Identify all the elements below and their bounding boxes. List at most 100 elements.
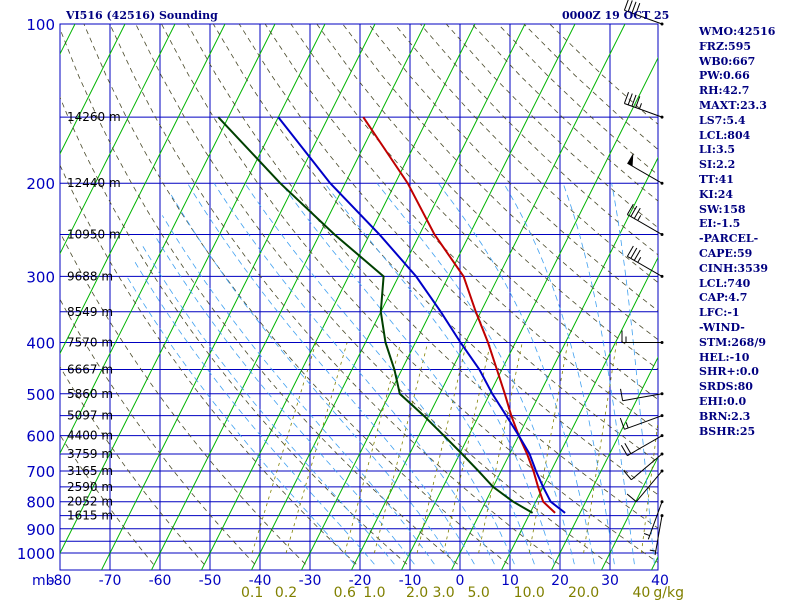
mixing-ratio-line — [528, 342, 569, 554]
index-item: -PARCEL- — [699, 232, 759, 246]
index-item: EI:-1.5 — [699, 217, 741, 231]
wind-barb-station — [660, 514, 664, 518]
mixing-ratio-line — [478, 342, 523, 554]
mixing-ratio-tick-label: 20.0 — [568, 585, 599, 600]
wind-barb — [620, 388, 664, 402]
height-label: 5860 m — [67, 387, 113, 401]
wind-barb-station — [660, 500, 664, 504]
height-labels: 14260 m 12440 m 10950 m 9688 m 8549 m 7570 m 6… — [67, 110, 121, 523]
dry-adiabat-line — [60, 365, 205, 565]
index-item: LCL:740 — [699, 276, 751, 290]
wind-barb-staff — [624, 415, 663, 430]
isotherm-line — [60, 24, 176, 255]
wind-barb-full — [635, 2, 641, 15]
wind-barb-staff — [635, 470, 663, 503]
wind-barb-full — [631, 94, 637, 107]
wind-barb-full — [627, 93, 633, 106]
pressure-tick-label: 300 — [26, 268, 55, 286]
index-item: HEL:-10 — [699, 350, 750, 364]
index-item: CAP:4.7 — [699, 291, 748, 305]
height-label: 7570 m — [67, 335, 113, 349]
pressure-tick-label: 700 — [26, 463, 55, 481]
wind-barb-half — [649, 549, 656, 552]
wind-barb-station — [660, 115, 664, 119]
height-label: 12440 m — [67, 176, 121, 190]
pressure-tick-label: 500 — [26, 386, 55, 404]
index-item: MAXT:23.3 — [699, 98, 767, 112]
mixing-ratio-line — [344, 342, 402, 554]
temperature-tick-label: -20 — [349, 573, 372, 589]
height-label: 1615 m — [67, 509, 113, 523]
mixing-ratio-lines — [251, 342, 658, 554]
wind-barb — [627, 152, 664, 185]
dry-adiabat-line — [238, 24, 658, 463]
height-label: 5097 m — [67, 409, 113, 423]
mixing-ratio-tick-label: 40 — [632, 585, 650, 600]
wind-barb-full — [630, 205, 638, 217]
mixing-ratio-axis-labels: 0.1 0.2 0.6 1.0 2.0 3.0 5.0 10.0 20.0 40 g/kg — [241, 585, 684, 600]
wind-barb-full — [627, 0, 633, 12]
wind-barb-full — [635, 96, 641, 108]
pressure-tick-label: 800 — [26, 494, 55, 512]
temperature-tick-label: -30 — [299, 573, 322, 589]
wind-barb-full — [633, 207, 641, 219]
temperature-tick-label: -70 — [99, 573, 122, 589]
wind-barb-half — [637, 215, 642, 221]
moist-adiabat-line — [324, 182, 555, 565]
moist-adiabat-line — [437, 182, 595, 565]
moist-adiabat-line — [153, 234, 415, 565]
mixing-ratio-tick-label: 2.0 — [406, 585, 428, 600]
temperature-tick-label: -40 — [249, 573, 272, 589]
pressure-tick-label: 100 — [26, 16, 55, 34]
wind-barb-staff — [627, 255, 663, 277]
height-label: 3165 m — [67, 464, 113, 478]
height-label: 9688 m — [67, 269, 113, 283]
wind-barb — [643, 500, 664, 540]
wind-barb-station — [660, 452, 664, 456]
wind-barb-staff — [631, 453, 663, 481]
mixing-ratio-tick-label: 0.6 — [334, 585, 356, 600]
wind-barb-station — [660, 340, 664, 344]
wind-barb — [623, 452, 664, 481]
index-item: EHI:0.0 — [699, 394, 747, 408]
mixing-ratio-line — [640, 419, 658, 554]
mixing-ratio-line — [443, 342, 491, 554]
wind-barb-staff — [627, 435, 663, 457]
dry-adiabat-line — [316, 24, 658, 370]
sounding-title: VI516 (42516) Sounding — [66, 9, 218, 22]
moist-adiabat-line — [161, 215, 435, 565]
mixing-ratio-line — [251, 342, 317, 554]
index-item: BRN:2.3 — [699, 409, 751, 423]
wind-barb-full — [633, 249, 641, 261]
wind-barb — [626, 245, 664, 278]
isotherm-line — [60, 24, 226, 355]
index-item: FRZ:595 — [699, 39, 752, 53]
isotherm-line — [550, 356, 658, 570]
wind-barb-station — [660, 434, 664, 438]
wind-barb-full — [620, 444, 628, 456]
isotherm-lines — [60, 24, 658, 570]
moist-adiabat-line — [213, 182, 495, 565]
mixing-ratio-line — [583, 342, 617, 554]
wind-barb-full — [623, 470, 632, 481]
dewpoint-profile — [217, 116, 534, 514]
index-item: WB0:667 — [699, 54, 756, 68]
wind-barb-station — [660, 469, 664, 473]
moist-adiabat-line — [126, 276, 355, 565]
mixing-ratio-tick-label: 10.0 — [514, 585, 545, 600]
pressure-axis-labels: 100 200 300 400 500 600 700 800 900 1000 — [17, 16, 55, 563]
mixing-ratio-tick-label: 5.0 — [467, 585, 489, 600]
moist-adiabat-lines — [126, 182, 655, 565]
height-label: 4400 m — [67, 429, 113, 443]
dry-adiabat-line — [368, 24, 658, 312]
index-item: SI:2.2 — [699, 158, 736, 172]
isotherm-line — [100, 24, 376, 570]
wind-barb-station — [660, 22, 664, 26]
pressure-tick-label: 600 — [26, 428, 55, 446]
index-item: LS7:5.4 — [699, 113, 746, 127]
index-item: SW:158 — [699, 202, 746, 216]
mixing-ratio-tick-label: 1.0 — [363, 585, 385, 600]
wind-barb-staff — [624, 103, 663, 118]
